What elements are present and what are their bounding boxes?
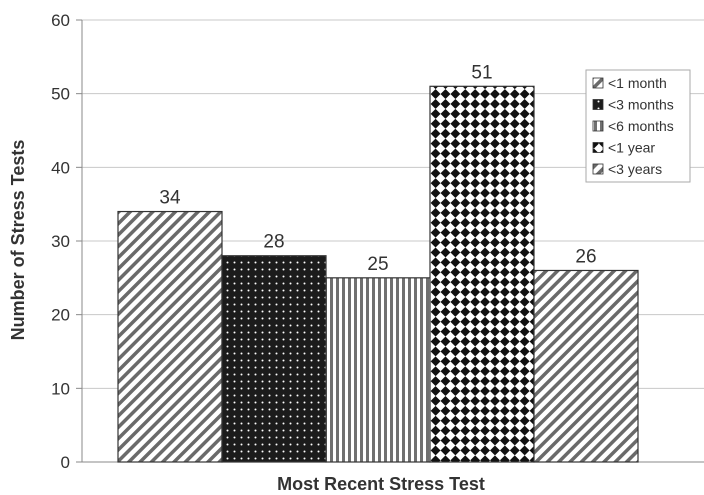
bar-5	[533, 269, 639, 463]
legend-entry-4: <1 year	[608, 140, 655, 156]
y-tick-label: 40	[51, 158, 70, 177]
y-tick-label: 50	[51, 85, 70, 104]
bar-4	[429, 85, 535, 463]
y-tick-label: 60	[51, 11, 70, 30]
legend: <1 month <3 months <6 months <1 year <3 year…	[585, 69, 691, 183]
bar-3	[325, 277, 431, 463]
data-label-3: 25	[367, 254, 388, 275]
data-label-1: 34	[159, 188, 181, 209]
y-tick-label: 30	[51, 232, 70, 251]
y-axis-label: Number of Stress Tests	[8, 140, 28, 341]
legend-swatch-2	[592, 99, 604, 110]
bar-1	[117, 210, 223, 463]
data-label-4: 51	[471, 62, 492, 83]
legend-entry-2: <3 months	[608, 97, 674, 113]
y-tick-label: 10	[51, 379, 70, 398]
data-label-5: 26	[575, 246, 596, 267]
legend-swatch-5	[592, 163, 604, 175]
legend-entry-5: <3 years	[608, 161, 662, 177]
y-tick-label: 20	[51, 306, 70, 325]
data-labels: 34 28 25 51 26	[159, 62, 596, 275]
bars	[117, 85, 639, 463]
y-tick-label: 0	[61, 453, 70, 472]
legend-swatch-3	[592, 120, 604, 132]
legend-swatch-1	[592, 77, 604, 89]
legend-entry-3: <6 months	[608, 118, 674, 134]
bar-2	[221, 255, 327, 463]
x-axis-label: Most Recent Stress Test	[277, 474, 485, 494]
legend-entry-1: <1 month	[608, 75, 667, 91]
legend-swatch-4	[592, 142, 604, 153]
data-label-2: 28	[263, 232, 284, 253]
y-tick-labels: 0 10 20 30 40 50 60	[51, 11, 70, 472]
